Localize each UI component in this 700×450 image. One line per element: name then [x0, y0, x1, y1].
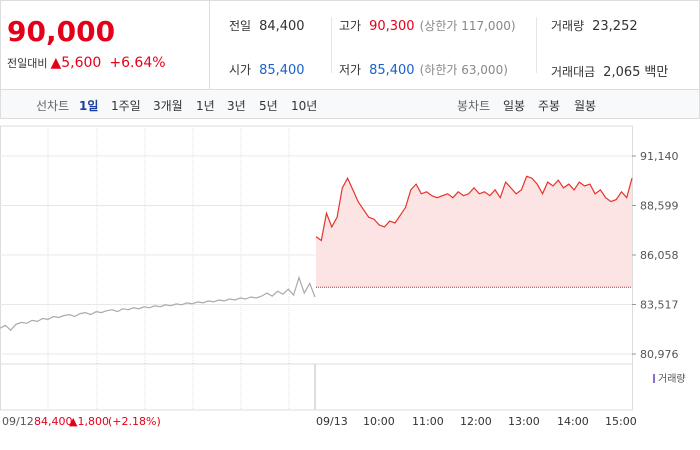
- divider: [331, 17, 332, 73]
- change-row: 전일대비 ▲5,600 +6.64%: [7, 55, 166, 71]
- x-tick-label: 12:00: [460, 415, 492, 428]
- tab[interactable]: 3년: [227, 99, 246, 113]
- price-line: [315, 175, 633, 242]
- volume-frame: [0, 363, 633, 411]
- chart: 80,976 83,517 86,058 88,599 91,140 거래량 09/13 10…: [0, 125, 686, 428]
- y-tick-label: 83,517: [640, 299, 679, 312]
- stat: 전일 84,400: [229, 17, 305, 34]
- quote-header: 90,000 전일대비 ▲5,600 +6.64% 전일 84,400 고가 90,300…: [0, 0, 700, 90]
- stat: 거래량 23,252: [551, 17, 638, 34]
- stat-unit: 백만: [644, 65, 669, 80]
- stat-note: (하한가 63,000): [419, 63, 508, 77]
- y-tick-label: 86,058: [640, 249, 679, 262]
- stat-note: (상한가 117,000): [419, 19, 516, 33]
- stat: 저가 85,400 (하한가 63,000): [339, 61, 508, 78]
- stat-label: 고가: [339, 19, 362, 33]
- x-tick-label: 15:00: [605, 415, 637, 428]
- footer-date: 09/12: [2, 415, 34, 428]
- tab[interactable]: 일봉: [503, 99, 526, 113]
- stat-value: 2,065: [603, 65, 641, 80]
- period-tabs: 선차트 1일 1주일 3개월 1년 3년 5년 10년 봉차트 일봉 주봉 월봉: [0, 89, 700, 119]
- tab[interactable]: 주봉: [538, 99, 561, 113]
- stat-label: 거래대금: [551, 65, 596, 79]
- tab[interactable]: 5년: [259, 99, 278, 113]
- volume-legend-icon: [653, 374, 655, 383]
- price-line: [0, 275, 316, 332]
- change-rate: +6.64%: [109, 55, 166, 71]
- footer-close: 84,400: [34, 415, 73, 428]
- tab[interactable]: 1주일: [111, 99, 141, 113]
- area: [316, 176, 632, 288]
- stat-label: 거래량: [551, 19, 585, 33]
- tab-group-label: 봉차트: [457, 99, 491, 113]
- tab[interactable]: 월봉: [574, 99, 597, 113]
- change-label: 전일대비: [7, 57, 48, 70]
- stat: 고가 90,300 (상한가 117,000): [339, 17, 516, 34]
- tab[interactable]: 1년: [196, 99, 215, 113]
- stat-label: 시가: [229, 63, 252, 77]
- stat-value: 84,400: [259, 19, 305, 34]
- tab[interactable]: 1일: [79, 99, 99, 113]
- stat-label: 전일: [229, 19, 252, 33]
- footer-change: ▲1,800: [69, 415, 109, 428]
- y-tick-label: 88,599: [640, 200, 679, 213]
- stat-label: 저가: [339, 63, 362, 77]
- tab[interactable]: 10년: [291, 99, 318, 113]
- stat: 거래대금 2,065 백만: [551, 61, 668, 80]
- x-tick-label: 09/13: [316, 415, 348, 428]
- x-tick-label: 10:00: [363, 415, 395, 428]
- price: 90,000: [7, 15, 116, 48]
- x-tick-label: 13:00: [508, 415, 540, 428]
- tab-group-label: 선차트: [36, 99, 70, 113]
- footer-rate: (+2.18%): [108, 415, 161, 428]
- stat-value: 85,400: [369, 63, 415, 78]
- stat-value: 85,400: [259, 63, 305, 78]
- y-tick-label: 91,140: [640, 150, 679, 163]
- tab[interactable]: 3개월: [153, 99, 183, 113]
- x-tick-label: 14:00: [557, 415, 589, 428]
- stat-value: 90,300: [369, 19, 415, 34]
- divider: [536, 17, 537, 73]
- y-tick-label: 80,976: [640, 348, 679, 361]
- volume-legend: 거래량: [658, 373, 686, 385]
- price-box: 90,000 전일대비 ▲5,600 +6.64%: [1, 1, 210, 89]
- change: ▲5,600: [50, 55, 102, 71]
- x-tick-label: 11:00: [412, 415, 444, 428]
- stat-value: 23,252: [592, 19, 638, 34]
- stat: 시가 85,400: [229, 61, 305, 78]
